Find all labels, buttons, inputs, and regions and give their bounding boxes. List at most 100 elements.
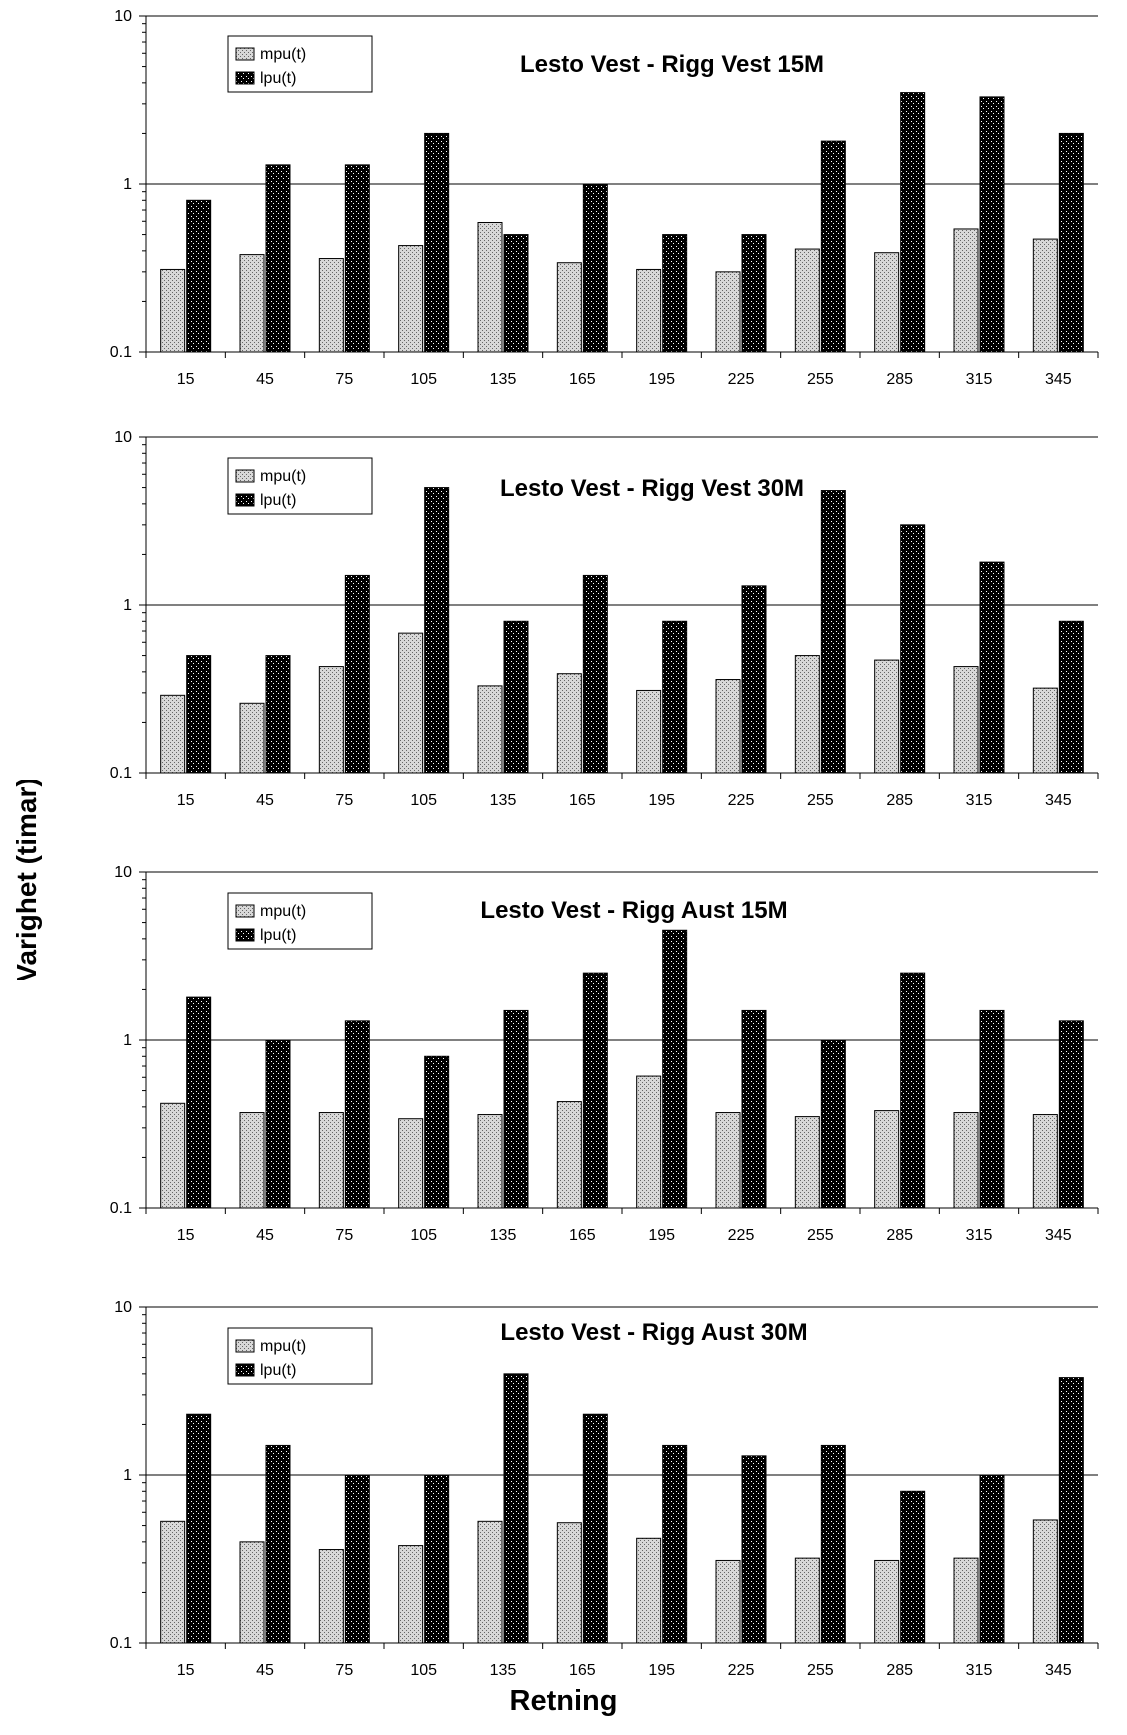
bar-mpu-195 [636,268,662,353]
x-tick-label: 345 [1045,371,1072,388]
x-tick-label: 135 [490,371,517,388]
bar-mpu-15 [160,694,186,774]
bar-mpu-255 [794,248,820,353]
bar-mpu-135 [477,1520,503,1644]
bar-lpu-195 [662,234,688,353]
chart-panel-1: 10 1 0.1 15 45 75 105 135 165 195 225 255 285 315 345 m… [110,8,1099,388]
x-tick-label: 255 [807,371,834,388]
bar-mpu-285 [874,1559,900,1644]
x-tick-label: 45 [256,1662,274,1679]
bar-mpu-15 [160,1520,186,1644]
chart-panel-4: 10 1 0.1 15 45 75 105 135 165 195 225 255 285 315 345 m… [110,1299,1099,1679]
bar-lpu-135 [503,234,529,353]
legend-swatch [235,1339,255,1353]
x-tick-label: 75 [335,792,353,809]
bar-lpu-315 [979,1474,1005,1644]
legend: mpu(t) lpu(t) [227,35,373,93]
x-tick-label: 225 [728,371,755,388]
x-tick-label: 285 [886,1662,913,1679]
bar-lpu-105 [424,1474,450,1644]
bar-mpu-75 [318,258,344,353]
bar-lpu-15 [186,1413,212,1644]
legend-label: lpu(t) [260,1362,296,1379]
bar-mpu-135 [477,1114,503,1209]
legend-swatch [235,1363,255,1377]
chart-title: Lesto Vest - Rigg Aust 30M [500,1319,807,1346]
bar-mpu-75 [318,1112,344,1209]
bar-lpu-315 [979,96,1005,353]
y-tick-label: 1 [123,1032,132,1049]
bar-mpu-105 [398,245,424,353]
x-tick-label: 225 [728,1227,755,1244]
x-tick-label: 225 [728,1662,755,1679]
bar-mpu-165 [556,673,582,774]
bar-lpu-165 [582,1413,608,1644]
bar-lpu-15 [186,655,212,774]
x-tick-label: 285 [886,1227,913,1244]
x-tick-label: 315 [966,792,993,809]
bar-lpu-225 [741,1009,767,1209]
legend-label: lpu(t) [260,70,296,87]
x-tick-label: 135 [490,792,517,809]
y-tick-label: 1 [123,176,132,193]
bar-lpu-315 [979,1009,1005,1209]
x-tick-label: 195 [648,1662,675,1679]
bar-lpu-15 [186,996,212,1209]
x-tick-label: 255 [807,1227,834,1244]
bar-lpu-285 [900,92,926,353]
chart-panels: 10 1 0.1 15 45 75 105 135 165 195 225 255 285 315 345 m… [110,8,1099,1679]
bar-lpu-135 [503,620,529,774]
x-tick-label: 255 [807,1662,834,1679]
bar-mpu-15 [160,1102,186,1209]
bar-mpu-45 [239,702,265,774]
legend: mpu(t) lpu(t) [227,1327,373,1385]
bar-mpu-135 [477,221,503,353]
bar-mpu-225 [715,271,741,353]
bar-mpu-285 [874,1110,900,1209]
y-tick-label: 1 [123,1467,132,1484]
x-tick-label: 75 [335,1662,353,1679]
bar-lpu-105 [424,487,450,774]
legend-swatch [235,493,255,507]
x-tick-label: 315 [966,1227,993,1244]
legend-label: lpu(t) [260,492,296,509]
legend: mpu(t) lpu(t) [227,892,373,950]
bar-lpu-195 [662,1444,688,1644]
bar-mpu-165 [556,1522,582,1644]
y-tick-label: 10 [114,8,132,25]
bar-lpu-225 [741,1455,767,1644]
bar-mpu-255 [794,655,820,774]
legend-swatch [235,469,255,483]
x-tick-label: 195 [648,1227,675,1244]
chart-title: Lesto Vest - Rigg Vest 15M [520,51,824,78]
x-tick-label: 15 [177,371,195,388]
bar-lpu-165 [582,183,608,353]
bar-lpu-345 [1058,132,1084,353]
bar-mpu-45 [239,1541,265,1644]
x-tick-label: 105 [410,1227,437,1244]
chart-title: Lesto Vest - Rigg Aust 15M [480,897,787,924]
legend-swatch [235,71,255,85]
x-tick-label: 255 [807,792,834,809]
x-tick-label: 165 [569,792,596,809]
bar-lpu-255 [820,1444,846,1644]
chart-panel-2: 10 1 0.1 15 45 75 105 135 165 195 225 255 285 315 345 m… [110,429,1099,809]
bar-lpu-75 [344,164,370,353]
legend: mpu(t) lpu(t) [227,457,373,515]
bar-lpu-135 [503,1373,529,1644]
bar-mpu-285 [874,659,900,774]
bar-mpu-345 [1032,238,1058,353]
legend-swatch [235,47,255,61]
legend-label: mpu(t) [260,46,306,63]
bar-mpu-315 [953,228,979,353]
bar-lpu-225 [741,585,767,774]
bar-mpu-135 [477,685,503,774]
x-tick-label: 315 [966,371,993,388]
bar-lpu-285 [900,524,926,774]
bar-mpu-315 [953,1112,979,1209]
bar-lpu-255 [820,490,846,774]
bar-mpu-105 [398,1118,424,1209]
bar-lpu-195 [662,620,688,774]
x-tick-label: 345 [1045,1662,1072,1679]
x-tick-label: 105 [410,792,437,809]
